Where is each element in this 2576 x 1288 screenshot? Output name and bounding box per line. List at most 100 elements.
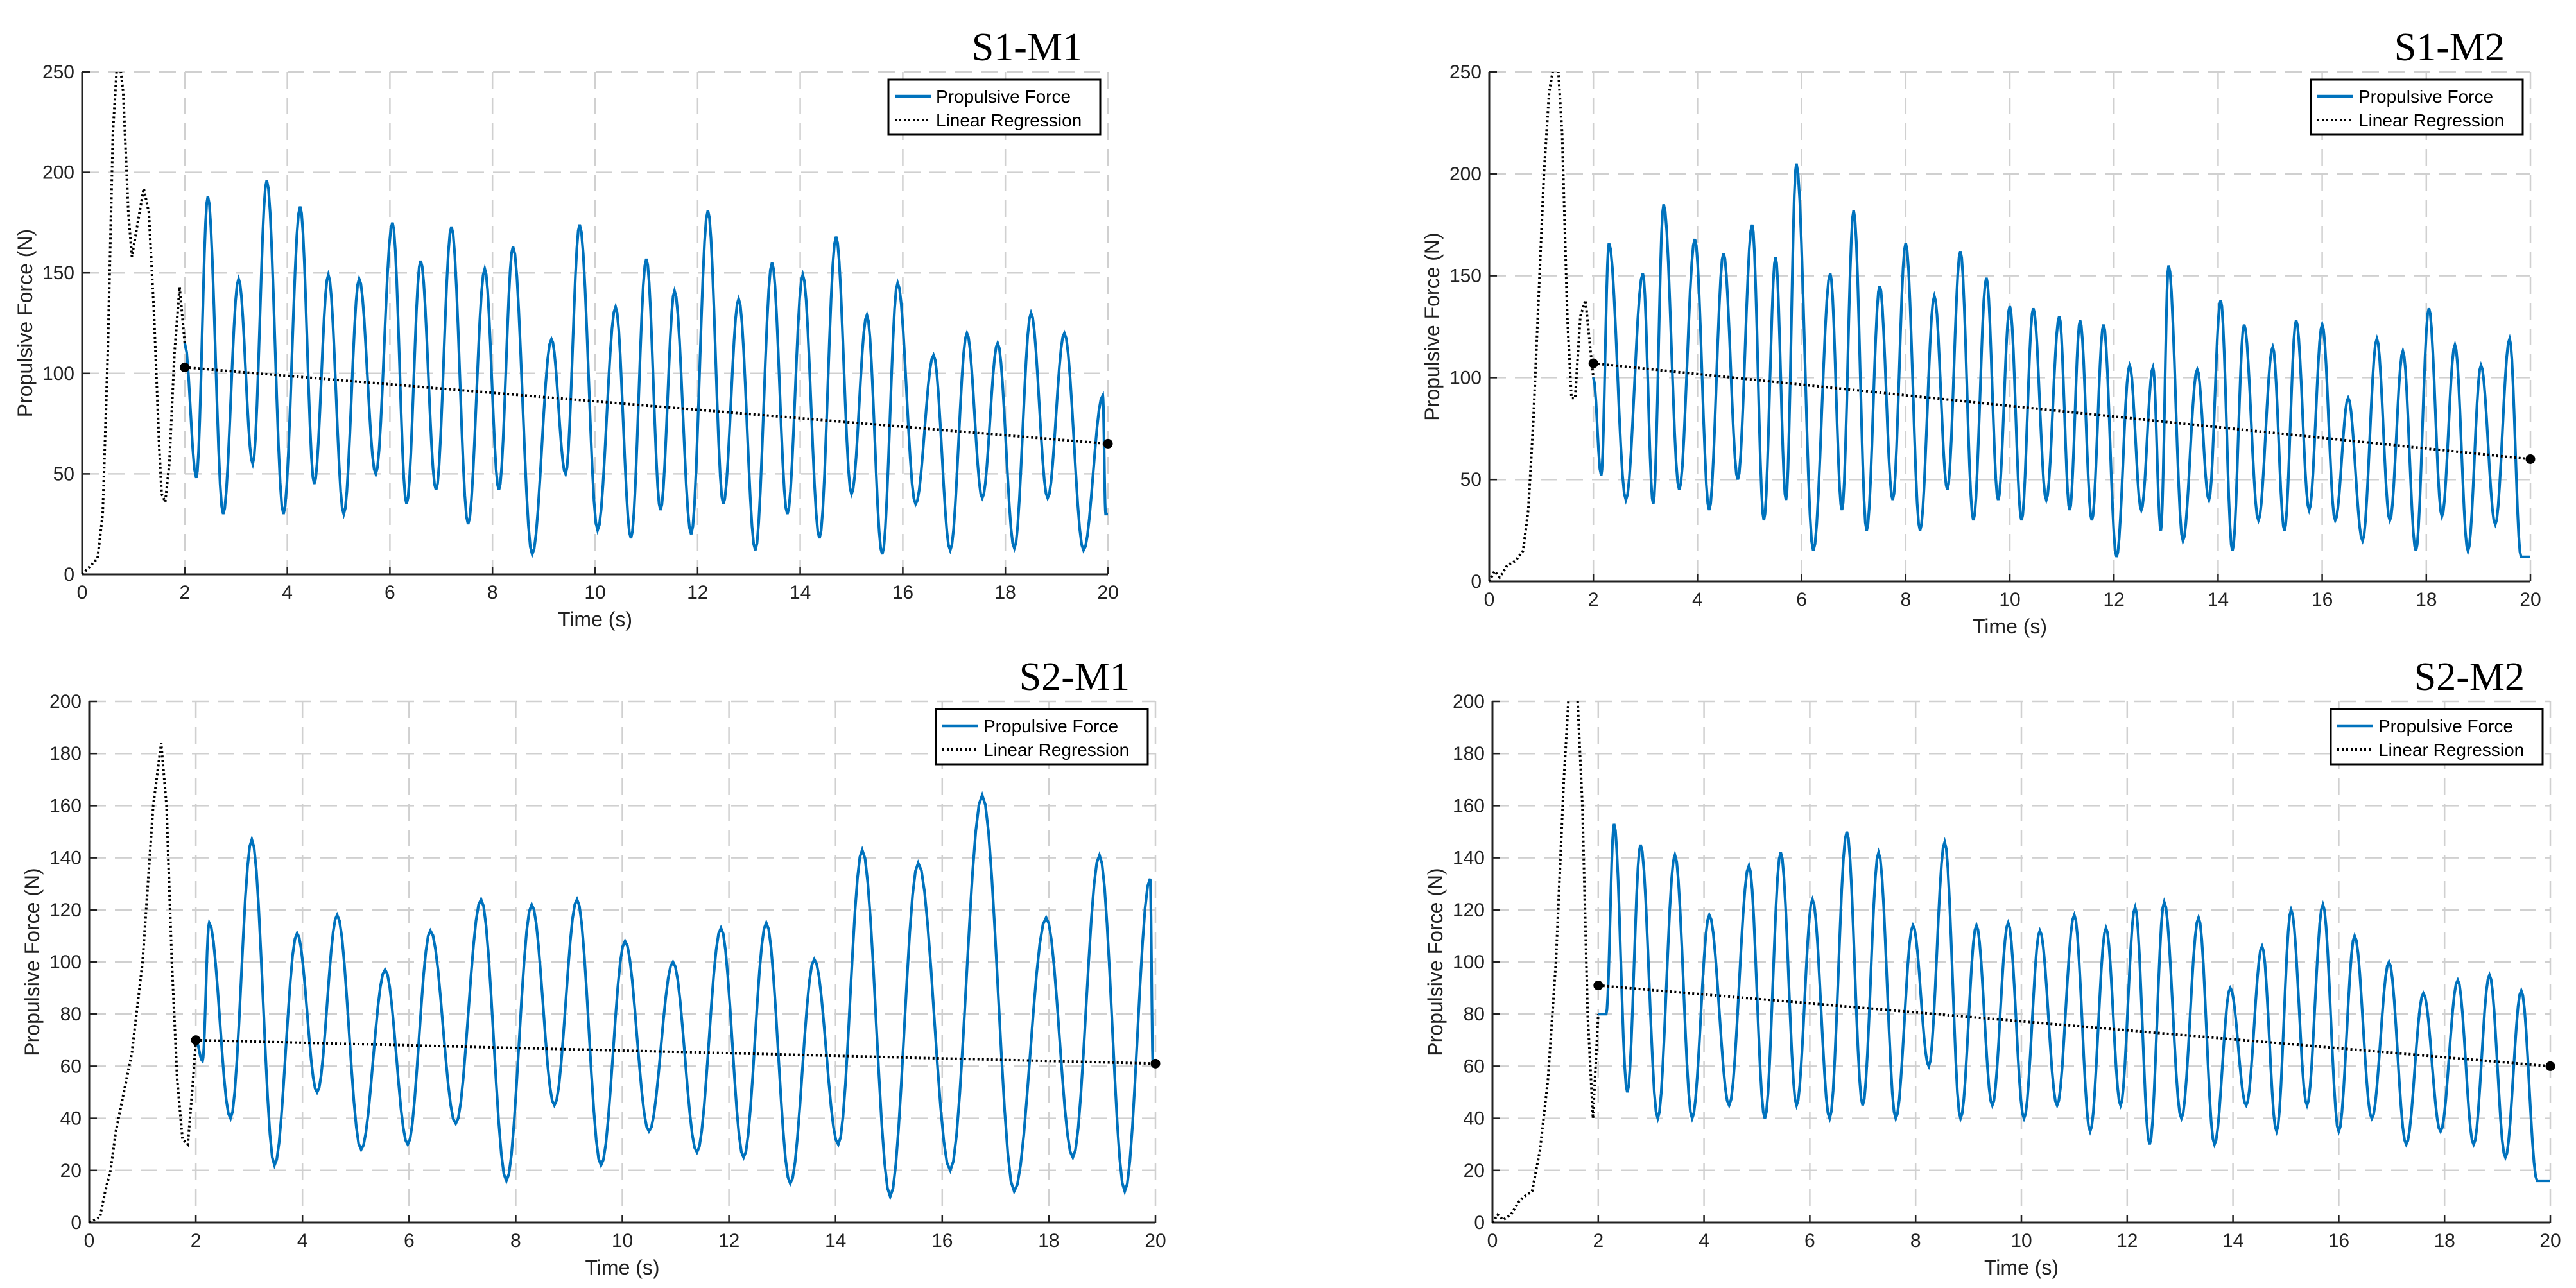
chart-panel-s1-m1: 0 2 4 6 8 10 12 14 16 18 20 0 50 100 150 200 250 Time (s)… xyxy=(0,0,1284,644)
x-tick-label: 18 xyxy=(995,582,1016,603)
regression-start-point xyxy=(1588,358,1598,368)
x-tick-label: 8 xyxy=(510,1230,521,1251)
x-tick-label: 20 xyxy=(2520,589,2541,610)
regression-end-point xyxy=(1150,1058,1161,1069)
y-tick-label: 100 xyxy=(1453,952,1485,973)
x-tick-label: 14 xyxy=(790,582,811,603)
chart-title: S2-M2 xyxy=(2414,655,2525,699)
propulsive-force-line xyxy=(194,791,1155,1201)
x-tick-label: 8 xyxy=(487,582,498,603)
legend-box xyxy=(2330,708,2544,766)
y-tick-label: 120 xyxy=(1453,900,1485,921)
legend: Propulsive Force Linear Regression xyxy=(887,78,1102,136)
x-tick-label: 12 xyxy=(2116,1230,2138,1251)
x-tick-label: 12 xyxy=(687,582,708,603)
propulsive-force-line xyxy=(1592,163,2530,558)
x-axis-label: Time (s) xyxy=(1984,1256,2059,1279)
y-tick-label: 50 xyxy=(53,463,74,485)
x-tick-label: 18 xyxy=(2434,1230,2455,1251)
y-tick-label: 100 xyxy=(49,952,82,973)
chart-s2-m2: 0 2 4 6 8 10 12 14 16 18 2002040608010012014016018… xyxy=(1424,655,2561,1279)
y-tick-label: 0 xyxy=(71,1212,82,1233)
y-tick-label: 160 xyxy=(49,795,82,816)
y-axis-label: Propulsive Force (N) xyxy=(21,868,44,1056)
y-tick-label: 0 xyxy=(1471,571,1482,592)
chart-panel-s2-m2: 0 2 4 6 8 10 12 14 16 18 20 0 20 40 60 80 100 120 140 160 18… xyxy=(1284,644,2576,1288)
regression-start-point xyxy=(191,1035,201,1045)
chart-panel-s1-m2: 0 2 4 6 8 10 12 14 16 18 20 0 50 100 150 200 250 Time (s)… xyxy=(1284,0,2576,644)
x-tick-label: 16 xyxy=(2312,589,2333,610)
x-tick-label: 10 xyxy=(1999,589,2020,610)
legend-label-regression: Linear Regression xyxy=(983,740,1129,760)
legend: Propulsive Force Linear Regression xyxy=(2310,78,2524,136)
regression-start-point xyxy=(1593,981,1604,991)
x-tick-label: 16 xyxy=(892,582,913,603)
x-tick-label: 12 xyxy=(718,1230,739,1251)
y-tick-label: 80 xyxy=(60,1004,82,1025)
linear-regression-line xyxy=(1598,984,2551,1068)
x-tick-label: 10 xyxy=(612,1230,633,1251)
legend-box xyxy=(887,78,1102,136)
x-tick-label: 8 xyxy=(1900,589,1911,610)
legend-label-force: Propulsive Force xyxy=(2358,87,2493,107)
x-tick-label: 4 xyxy=(1699,1230,1709,1251)
chart-title: S1-M1 xyxy=(972,26,1082,69)
y-tick-label: 40 xyxy=(60,1108,82,1129)
y-tick-label: 50 xyxy=(1460,469,1482,490)
y-tick-label: 80 xyxy=(1464,1004,1485,1025)
linear-regression-line xyxy=(184,366,1109,445)
startup-transient-line xyxy=(1489,72,1595,581)
y-tick-label: 180 xyxy=(49,743,82,764)
x-tick-label: 18 xyxy=(1038,1230,1059,1251)
x-tick-label: 6 xyxy=(1796,589,1807,610)
legend-box xyxy=(935,708,1149,766)
x-tick-label: 20 xyxy=(1145,1230,1166,1251)
linear-regression-line xyxy=(196,1038,1156,1065)
startup-transient-line xyxy=(82,72,186,574)
y-tick-label: 200 xyxy=(1449,164,1482,185)
legend: Propulsive Force Linear Regression xyxy=(2330,708,2544,766)
x-tick-label: 0 xyxy=(84,1230,95,1251)
y-tick-label: 20 xyxy=(60,1160,82,1181)
x-tick-label: 2 xyxy=(179,582,190,603)
chart-panel-s2-m1: 0 2 4 6 8 10 12 14 16 18 20 0 20 40 60 80 100 120 140 160 18… xyxy=(0,644,1284,1288)
propulsive-force-line xyxy=(183,180,1108,559)
x-tick-label: 16 xyxy=(2328,1230,2349,1251)
regression-end-point xyxy=(2525,454,2536,464)
series-group xyxy=(1489,72,2530,581)
x-tick-label: 10 xyxy=(584,582,605,603)
x-tick-label: 14 xyxy=(2208,589,2229,610)
x-tick-label: 12 xyxy=(2104,589,2125,610)
legend: Propulsive Force Linear Regression xyxy=(935,708,1149,766)
x-tick-label: 4 xyxy=(282,582,293,603)
y-tick-label: 140 xyxy=(1453,848,1485,869)
regression-end-point xyxy=(2545,1061,2555,1071)
series-group xyxy=(1492,701,2550,1223)
y-tick-label: 150 xyxy=(42,262,74,284)
chart-title: S1-M2 xyxy=(2394,26,2505,69)
y-tick-label: 160 xyxy=(1453,795,1485,816)
y-tick-label: 200 xyxy=(49,691,82,712)
y-tick-label: 60 xyxy=(60,1056,82,1077)
y-tick-label: 60 xyxy=(1464,1056,1485,1077)
startup-transient-line xyxy=(1492,701,1600,1223)
x-tick-label: 2 xyxy=(1593,1230,1604,1251)
x-tick-label: 14 xyxy=(2222,1230,2243,1251)
y-tick-label: 200 xyxy=(1453,691,1485,712)
y-axis-label: Propulsive Force (N) xyxy=(13,229,37,417)
x-axis-label: Time (s) xyxy=(585,1256,659,1279)
chart-title: S2-M1 xyxy=(1019,655,1130,699)
x-tick-label: 0 xyxy=(77,582,88,603)
x-tick-label: 6 xyxy=(1804,1230,1815,1251)
y-tick-label: 120 xyxy=(49,900,82,921)
x-tick-label: 0 xyxy=(1484,589,1495,610)
x-tick-label: 18 xyxy=(2416,589,2437,610)
y-tick-label: 200 xyxy=(42,162,74,184)
x-tick-label: 14 xyxy=(825,1230,846,1251)
x-tick-label: 0 xyxy=(1487,1230,1498,1251)
y-tick-label: 40 xyxy=(1464,1108,1485,1129)
y-axis-label: Propulsive Force (N) xyxy=(1421,232,1444,420)
startup-transient-line xyxy=(89,743,198,1223)
